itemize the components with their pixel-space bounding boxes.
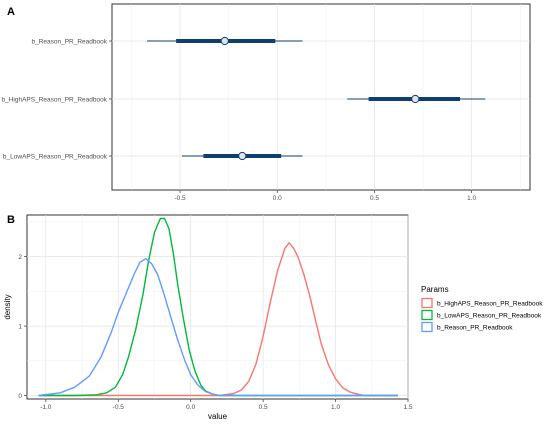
interval-plot-panel: -0.5 0.0 0.5 1.0 b_Reason_PR_Readbook b_HighA… <box>1 3 531 202</box>
x-axis-title: value <box>208 412 228 421</box>
legend-key <box>421 297 433 309</box>
x-tick-label: -0.5 <box>113 404 125 411</box>
y-axis-title: density <box>3 294 12 319</box>
x-tick-label: 0.0 <box>186 404 195 411</box>
x-tick-label: 0.0 <box>273 195 282 202</box>
median-point <box>411 94 420 104</box>
y-tick-label: b_HighAPS_Reason_PR_Readbook <box>1 96 107 103</box>
legend-title: Params <box>421 285 449 294</box>
x-tick-label: 1.0 <box>467 195 476 202</box>
density-plot-panel: -1.0 -0.5 0.0 0.5 1.0 1.5 0 1 2 value density Param… <box>3 214 543 421</box>
y-tick-label: 0 <box>18 393 22 400</box>
median-point <box>220 36 229 46</box>
y-tick-label: b_Reason_PR_Readbook <box>31 38 107 45</box>
x-tick-label: 0.5 <box>370 195 379 202</box>
density-curve <box>38 242 398 397</box>
legend-label: b_Reason_PR_Readbook <box>437 324 513 331</box>
legend-label: b_HighAPS_Reason_PR_Readbook <box>437 300 543 307</box>
plot-border <box>111 3 531 191</box>
legend-label: b_LowAPS_Reason_PR_Readbook <box>437 312 542 319</box>
y-tick-label: 2 <box>18 254 22 261</box>
panel-b-tag: B <box>7 214 15 226</box>
x-tick-label: -1.0 <box>40 404 52 411</box>
x-tick-label: 1.5 <box>403 404 412 411</box>
y-tick-label: 1 <box>18 323 22 330</box>
legend-key <box>421 321 433 333</box>
x-tick-label: 1.0 <box>331 404 340 411</box>
y-tick-label: b_LowAPS_Reason_PR_Readbook <box>3 153 108 160</box>
legend: Params b_HighAPS_Reason_PR_Readbook b_LowA… <box>421 285 543 333</box>
panel-a-tag: A <box>7 6 15 18</box>
x-tick-label: -0.5 <box>174 195 186 202</box>
x-tick-label: 0.5 <box>259 404 268 411</box>
median-point <box>238 151 247 161</box>
plot-border <box>26 214 409 400</box>
density-curve <box>38 258 398 397</box>
legend-key <box>421 309 433 321</box>
